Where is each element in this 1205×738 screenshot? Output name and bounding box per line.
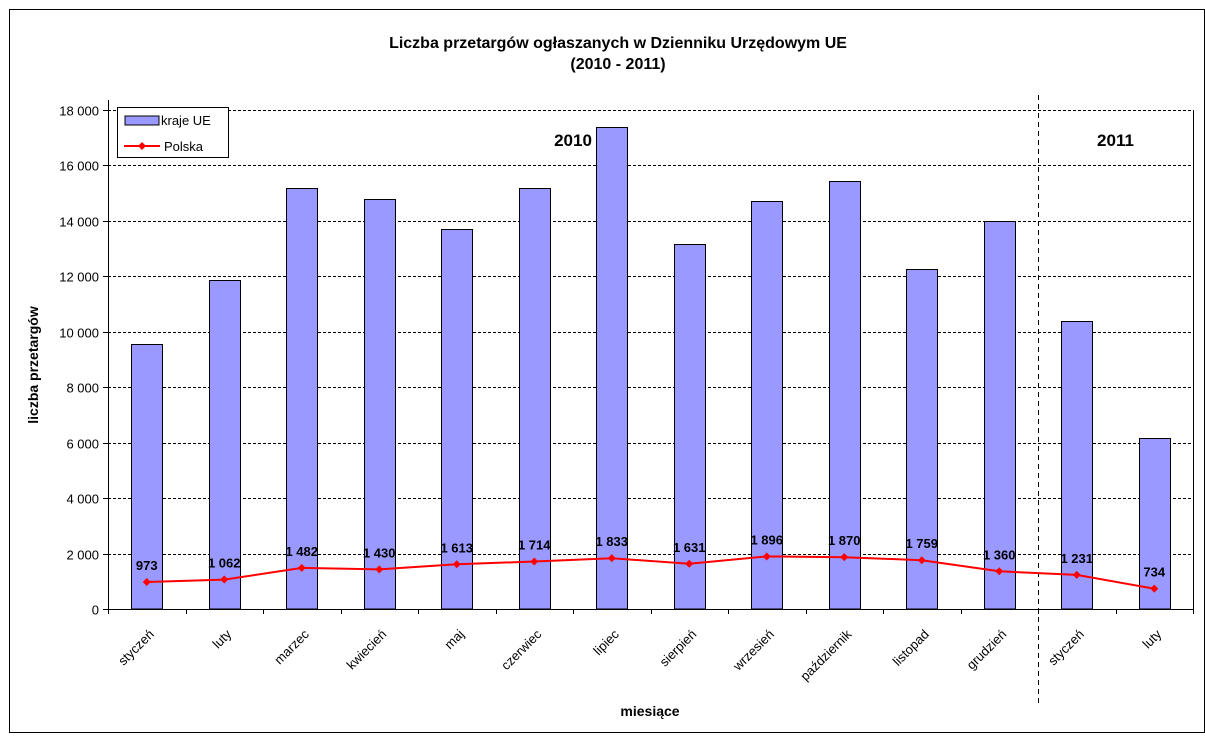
y-tick-label-6000: 6 000 (66, 437, 99, 452)
bar-kraje-ue-8 (751, 201, 783, 610)
bar-kraje-ue-2 (286, 188, 318, 610)
marker-polska-10 (917, 556, 926, 565)
marker-polska-13 (1150, 584, 1159, 593)
bar-kraje-ue-11 (984, 221, 1016, 610)
y-tick-label-4000: 4 000 (66, 492, 99, 507)
bar-kraje-ue-7 (674, 244, 706, 610)
legend-swatch-kraje-ue (124, 115, 160, 126)
data-label-polska-6: 1 833 (595, 534, 628, 549)
data-label-polska-12: 1 231 (1060, 551, 1093, 566)
data-label-polska-8: 1 896 (750, 532, 783, 547)
x-axis-label: miesiące (620, 703, 679, 719)
marker-polska-12 (1072, 570, 1081, 579)
bar-kraje-ue-5 (519, 188, 551, 610)
bar-layer (131, 127, 1171, 610)
legend: kraje UE Polska (117, 107, 229, 158)
data-label-polska-0: 973 (136, 558, 158, 573)
bar-kraje-ue-10 (906, 269, 938, 610)
chart-title: Liczba przetargów ogłaszanych w Dziennik… (389, 35, 847, 52)
marker-polska-4 (452, 560, 461, 569)
data-label-polska-11: 1 360 (983, 547, 1016, 562)
label-layer: 973 1 062 1 482 1 430 1 613 1 714 1 833 1 631 1 … (136, 131, 1166, 580)
marker-polska-2 (297, 563, 306, 572)
year-label-2011: 2011 (1097, 131, 1134, 150)
marker-polska-0 (142, 578, 151, 587)
line-polska (146, 555, 1155, 590)
bar-kraje-ue-13 (1139, 438, 1171, 610)
marker-polska-6 (607, 554, 616, 563)
bar-kraje-ue-3 (364, 199, 396, 610)
y-tick-label-10000: 10 000 (59, 326, 99, 341)
marker-polska-11 (995, 567, 1004, 576)
marker-polska-3 (375, 565, 384, 574)
data-label-polska-7: 1 631 (673, 540, 706, 555)
bar-kraje-ue-6 (596, 127, 628, 610)
data-label-polska-9: 1 870 (828, 533, 861, 548)
marker-polska-8 (762, 552, 771, 561)
y-tick-label-8000: 8 000 (66, 381, 99, 396)
marker-polska-9 (840, 553, 849, 562)
line-layer (142, 552, 1159, 593)
data-label-polska-13: 734 (1143, 565, 1165, 580)
data-label-polska-10: 1 759 (905, 536, 938, 551)
data-label-polska-5: 1 714 (518, 537, 551, 552)
data-label-polska-2: 1 482 (285, 544, 318, 559)
y-tick-label-2000: 2 000 (66, 548, 99, 563)
legend-label-polska: Polska (164, 139, 204, 154)
y-tick-label-0: 0 (92, 603, 99, 618)
data-label-polska-1: 1 062 (208, 556, 241, 571)
y-axis-label: liczba przetargów (25, 306, 41, 424)
year-label-2010: 2010 (554, 131, 592, 150)
bar-kraje-ue-9 (829, 181, 861, 610)
marker-polska-1 (220, 575, 229, 584)
data-label-polska-4: 1 613 (440, 540, 473, 555)
legend-marker-polska (138, 142, 146, 150)
legend-label-kraje-ue: kraje UE (161, 113, 211, 128)
y-tick-label-12000: 12 000 (59, 270, 99, 285)
chart-subtitle: (2010 - 2011) (570, 56, 665, 73)
bar-kraje-ue-4 (441, 229, 473, 610)
y-tick-label-16000: 16 000 (59, 159, 99, 174)
y-tick-label-18000: 18 000 (59, 104, 99, 119)
marker-polska-7 (685, 559, 694, 568)
marker-polska-5 (530, 557, 539, 566)
bar-kraje-ue-0 (131, 344, 163, 610)
y-tick-label-14000: 14 000 (59, 215, 99, 230)
bar-kraje-ue-12 (1061, 321, 1093, 610)
bar-kraje-ue-1 (209, 280, 241, 610)
data-label-polska-3: 1 430 (363, 545, 396, 560)
